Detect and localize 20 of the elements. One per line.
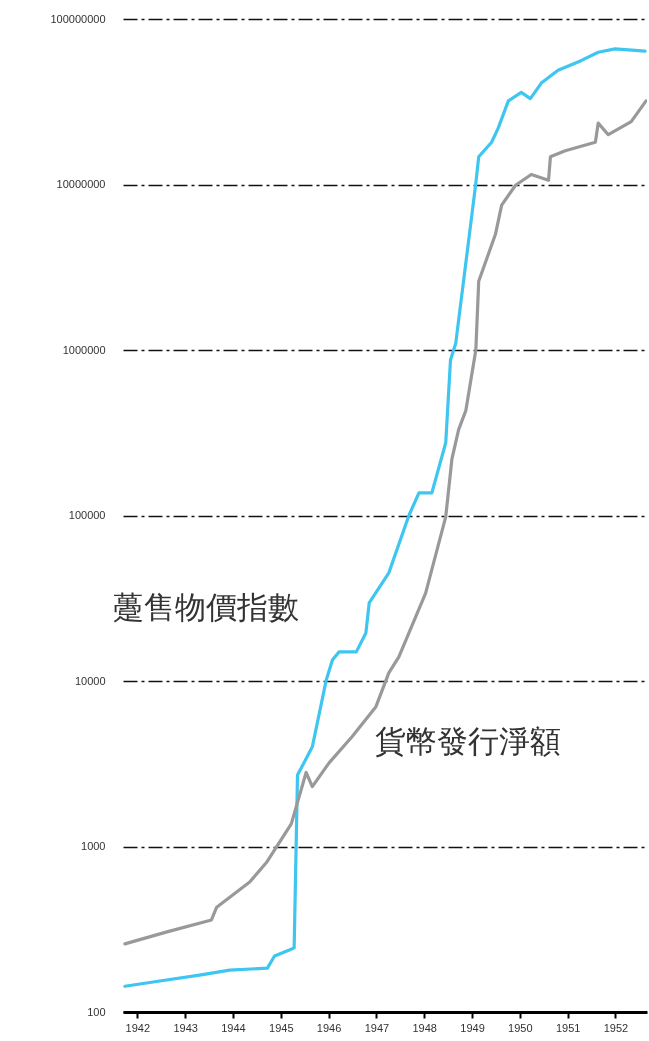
x-tick-label: 1952 xyxy=(603,1021,629,1034)
x-tick-label: 1948 xyxy=(412,1021,437,1034)
x-tick-label: 1943 xyxy=(173,1021,198,1034)
x-tick-label: 1946 xyxy=(316,1021,342,1034)
y-tick-label: 100000000 xyxy=(50,12,106,25)
series-label: 貨幣發行淨額 xyxy=(375,724,561,759)
y-tick-label: 10000 xyxy=(74,674,106,687)
x-tick-label: 1950 xyxy=(508,1021,533,1034)
x-tick-label: 1942 xyxy=(125,1021,151,1034)
series-label: 躉售物價指數 xyxy=(113,590,299,625)
x-tick-label: 1944 xyxy=(221,1021,246,1034)
x-tick-label: 1951 xyxy=(555,1021,581,1034)
y-tick-label: 100000 xyxy=(68,509,106,521)
y-tick-label: 1000 xyxy=(81,840,106,852)
x-tick-label: 1947 xyxy=(364,1021,390,1034)
y-tick-label: 100 xyxy=(87,1005,106,1018)
y-tick-label: 10000000 xyxy=(56,178,106,190)
y-tick-label: 1000000 xyxy=(62,343,106,356)
x-tick-label: 1945 xyxy=(269,1021,294,1034)
x-tick-label: 1949 xyxy=(460,1021,485,1034)
